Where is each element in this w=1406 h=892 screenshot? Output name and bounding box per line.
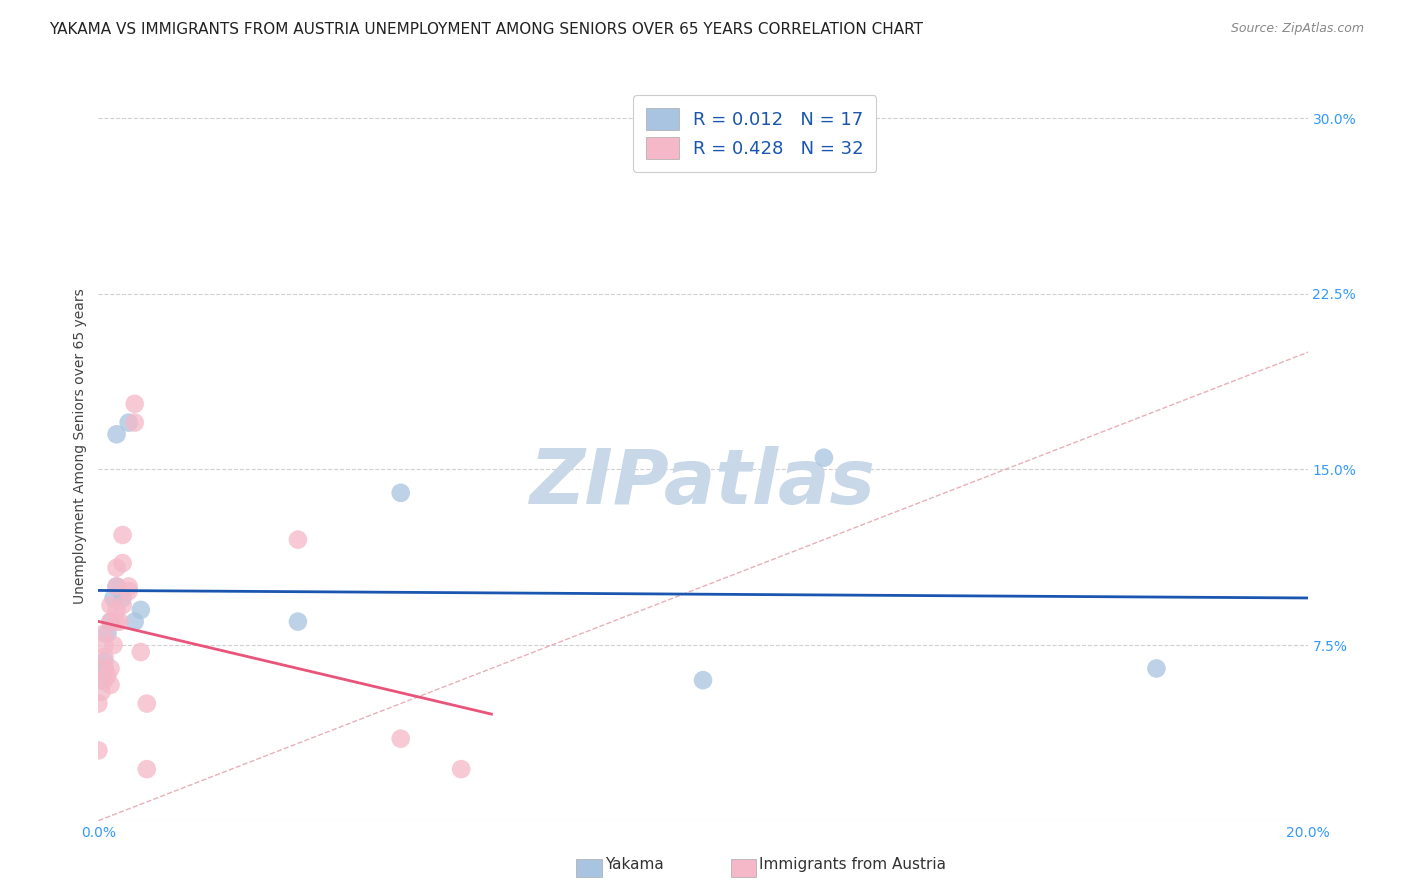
Point (1144, 661, 1167, 675)
Point (118, 584, 141, 599)
Point (100, 661, 122, 675)
Point (287, 615, 309, 629)
Point (93, 661, 115, 675)
Point (111, 591, 134, 606)
Point (103, 638, 125, 652)
Point (105, 580, 128, 594)
Point (105, 561, 128, 575)
Point (96, 626, 118, 640)
Point (87, 743, 110, 757)
Point (108, 615, 131, 629)
Point (105, 603, 128, 617)
Point (111, 556, 134, 570)
Point (100, 599, 122, 613)
Point (118, 416, 141, 430)
Point (450, 762, 472, 776)
Point (87, 697, 110, 711)
Point (129, 645, 152, 659)
Point (90, 685, 112, 699)
Point (93, 661, 115, 675)
Point (105, 580, 128, 594)
Point (287, 533, 309, 547)
Point (90, 673, 112, 688)
Y-axis label: Unemployment Among Seniors over 65 years: Unemployment Among Seniors over 65 years (73, 288, 87, 604)
Point (100, 615, 122, 629)
Point (93, 626, 115, 640)
Point (118, 580, 141, 594)
Point (105, 427, 128, 442)
Point (100, 615, 122, 629)
Point (129, 603, 152, 617)
Point (692, 673, 714, 688)
Legend: R = 0.012   N = 17, R = 0.428   N = 32: R = 0.012 N = 17, R = 0.428 N = 32 (634, 95, 876, 172)
Point (103, 591, 125, 606)
Point (96, 668, 118, 682)
Point (135, 697, 157, 711)
Point (93, 673, 115, 688)
Text: Source: ZipAtlas.com: Source: ZipAtlas.com (1230, 22, 1364, 36)
Point (124, 397, 146, 411)
Text: Yakama: Yakama (605, 857, 664, 872)
Text: ZIPatlas: ZIPatlas (530, 447, 876, 520)
Point (135, 762, 157, 776)
Point (124, 615, 146, 629)
Point (389, 485, 412, 500)
Point (389, 731, 412, 746)
Point (93, 649, 115, 664)
Point (111, 599, 134, 613)
Point (813, 450, 835, 465)
Point (124, 416, 146, 430)
Point (93, 655, 115, 669)
Point (100, 678, 122, 692)
Text: YAKAMA VS IMMIGRANTS FROM AUSTRIA UNEMPLOYMENT AMONG SENIORS OVER 65 YEARS CORRE: YAKAMA VS IMMIGRANTS FROM AUSTRIA UNEMPL… (49, 22, 924, 37)
Point (111, 528, 134, 542)
Point (105, 615, 128, 629)
Text: Immigrants from Austria: Immigrants from Austria (759, 857, 946, 872)
Point (93, 638, 115, 652)
